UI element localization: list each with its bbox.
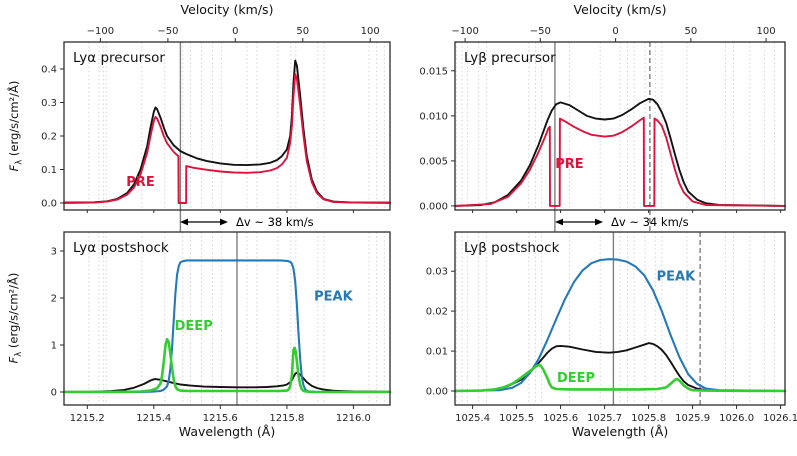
x-tick-label: 1025.8 [631, 413, 666, 424]
y-tick-label: 0 [51, 388, 57, 399]
x-tick-label: 1025.9 [675, 413, 710, 424]
y-tick-label: 0.010 [419, 111, 448, 122]
panel-border [454, 41, 786, 211]
velocity-tick-label: 100 [361, 26, 380, 37]
velocity-axis-title-right: Velocity (km/s) [573, 2, 667, 17]
velocity-tick-label: −50 [530, 26, 551, 37]
curve-peak [62, 259, 392, 394]
panel-border [63, 41, 391, 211]
flux-symbol: F [7, 164, 21, 172]
velocity-tick-label: 0 [612, 26, 618, 37]
series-label-peak: PEAK [657, 270, 696, 285]
y-tick-label: 1 [51, 341, 57, 352]
x-tick-label: 1215.2 [70, 413, 105, 424]
x-tick-label: 1026.0 [719, 413, 754, 424]
flux-axis-title-top: Fλ (erg/s/cm²/Å) [4, 42, 24, 210]
panel-lya-postshock: 0 1 2 3 1215.2 1215.4 1215.6 1215.8 1216.0 Lyα po… [51, 231, 392, 424]
y-tick-label: 2 [51, 294, 57, 305]
velocity-axis-title-left: Velocity (km/s) [180, 2, 274, 17]
flux-unit: (erg/s/cm²/Å) [6, 272, 21, 352]
delta-v-arrow [180, 218, 228, 226]
velocity-tick-label: 0 [232, 26, 238, 37]
x-tick-label: 1215.6 [203, 413, 238, 424]
y-tick-label: 0.015 [419, 66, 448, 77]
series-label-peak: PEAK [314, 289, 353, 304]
velocity-tick-label: 50 [296, 26, 309, 37]
y-tick-label: 0.1 [41, 165, 57, 176]
curve-deep [453, 363, 787, 393]
x-tick-label: 1215.8 [269, 413, 304, 424]
panel-border [63, 231, 391, 406]
x-tick-label: 1025.4 [455, 413, 490, 424]
curve-pre [454, 116, 786, 207]
x-tick-label: 1216.0 [336, 413, 371, 424]
x-tick-label: 1215.4 [136, 413, 171, 424]
panel-lya-precursor: 0.0 0.1 0.2 0.3 0.4 −100 −50 0 50 100 Lyα precurso… [41, 26, 391, 232]
y-tick-label: 0.000 [419, 201, 448, 212]
y-tick-label: 0.00 [426, 387, 448, 398]
series-label-pre: PRE [555, 157, 583, 172]
flux-subscript: λ [14, 159, 25, 165]
x-tick-label: 1025.7 [587, 413, 622, 424]
curve-black [63, 59, 391, 204]
panel-title: Lyα precursor [73, 50, 165, 66]
delta-v-label-lyb: Δv ~ 34 km/s [611, 215, 689, 229]
y-tick-label: 0.03 [426, 267, 448, 278]
curve-pre [63, 73, 391, 204]
flux-unit: (erg/s/cm²/Å) [7, 80, 21, 160]
y-tick-label: 0.2 [41, 132, 57, 143]
flux-subscript: λ [13, 351, 24, 357]
wavelength-axis-title-right: Wavelength (Å) [571, 424, 669, 439]
x-tick-label: 1026.1 [763, 413, 797, 424]
y-tick-label: 3 [51, 247, 57, 258]
flux-axis-title-bottom: Fλ (erg/s/cm²/Å) [4, 232, 24, 405]
panel-lyb-precursor: 0.000 0.005 0.010 0.015 −100 −50 0 50 100 Lyβ pre… [419, 26, 786, 232]
series-label-deep: DEEP [175, 319, 213, 334]
y-tick-label: 0.0 [41, 199, 57, 210]
delta-v-annotation-lya: Δv ~ 38 km/s [180, 215, 314, 229]
panel-lyb-postshock: 0.00 0.01 0.02 0.03 1025.4 1025.5 1025.6 1025.7… [426, 231, 797, 424]
series-label-deep: DEEP [557, 371, 595, 386]
y-tick-label: 0.02 [426, 307, 448, 318]
delta-v-annotation-lyb: Δv ~ 34 km/s [555, 215, 689, 229]
panel-title: Lyα postshock [73, 240, 169, 256]
velocity-tick-label: −100 [87, 26, 114, 37]
y-tick-label: 0.01 [426, 347, 448, 358]
flux-symbol: F [6, 356, 21, 364]
series-label-pre: PRE [126, 175, 154, 190]
y-tick-label: 0.3 [41, 98, 57, 109]
x-tick-label: 1025.6 [543, 413, 578, 424]
curve-black [63, 371, 391, 393]
y-tick-label: 0.4 [41, 65, 57, 76]
wavelength-axis-title-left: Wavelength (Å) [178, 424, 276, 439]
y-tick-label: 0.005 [419, 156, 448, 167]
delta-v-arrow [555, 218, 603, 226]
velocity-tick-label: 100 [757, 26, 776, 37]
x-tick-label: 1025.5 [499, 413, 534, 424]
velocity-tick-label: −50 [157, 26, 178, 37]
delta-v-label-lya: Δv ~ 38 km/s [236, 215, 314, 229]
panel-border [454, 231, 786, 406]
curve-black [454, 97, 786, 207]
curve-peak [453, 258, 787, 393]
panel-title: Lyβ postshock [464, 240, 560, 256]
panel-title: Lyβ precursor [464, 50, 556, 66]
velocity-tick-label: −100 [451, 26, 478, 37]
velocity-tick-label: 50 [685, 26, 698, 37]
curve-deep [62, 338, 392, 394]
